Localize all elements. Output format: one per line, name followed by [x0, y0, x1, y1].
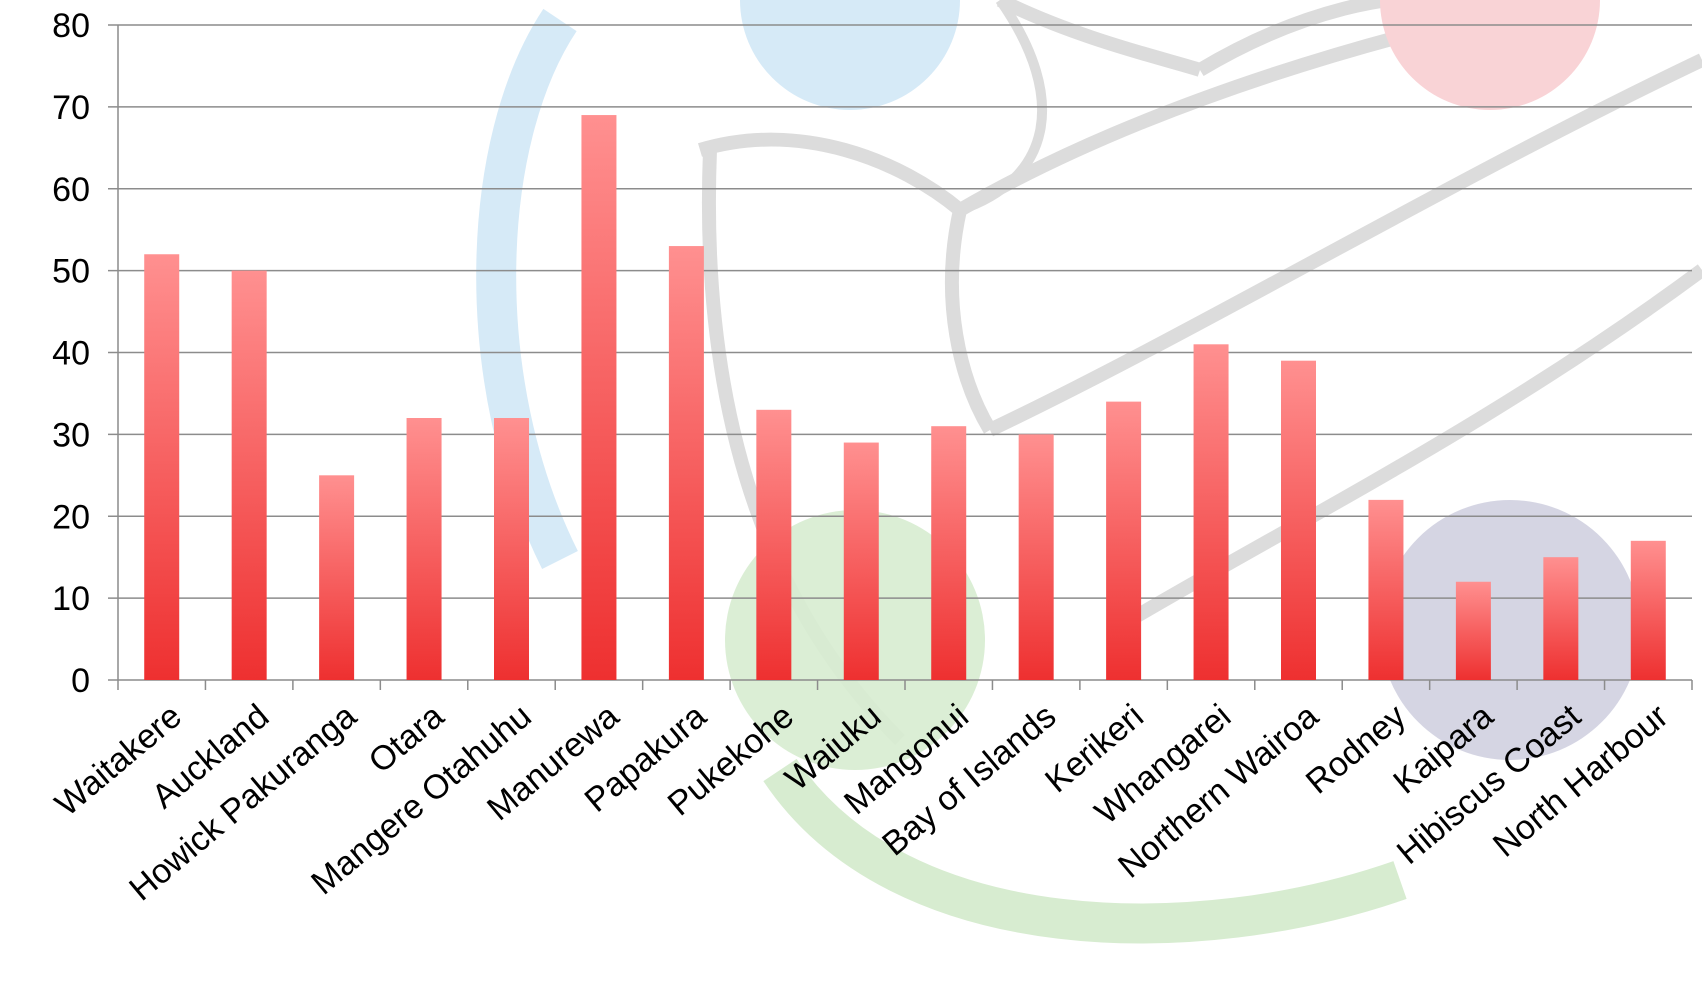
- axes: [108, 24, 1693, 690]
- bar: [1281, 360, 1316, 680]
- y-tick-label: 20: [52, 498, 90, 536]
- y-axis-tick-labels: 0 10 20 30 40 50 60 70 80: [52, 7, 90, 700]
- bar: [843, 442, 879, 680]
- gridlines: [118, 24, 1692, 599]
- y-tick-label: 30: [52, 416, 90, 454]
- bar: [231, 270, 267, 680]
- bar: [1106, 401, 1142, 680]
- bar: [756, 409, 792, 680]
- bar: [1018, 434, 1054, 680]
- y-tick-label: 50: [52, 253, 90, 291]
- x-category-label: Rodney: [1299, 697, 1413, 801]
- bar: [1455, 581, 1491, 680]
- bar: [1543, 557, 1579, 680]
- bar: [581, 115, 617, 680]
- bar: [319, 475, 355, 680]
- bar: [931, 426, 967, 680]
- y-tick-label: 10: [52, 580, 90, 618]
- bar: [144, 254, 180, 680]
- y-tick-label: 80: [52, 7, 90, 45]
- y-tick-label: 70: [52, 89, 90, 127]
- y-tick-label: 60: [52, 171, 90, 209]
- bars: [144, 115, 1666, 680]
- bar: [494, 418, 529, 680]
- bar: [1630, 540, 1666, 680]
- bar: [406, 418, 442, 680]
- bar: [1193, 344, 1229, 680]
- bar: [1368, 499, 1404, 680]
- y-tick-label: 0: [71, 662, 90, 700]
- bar: [668, 246, 704, 680]
- y-tick-label: 40: [52, 335, 90, 373]
